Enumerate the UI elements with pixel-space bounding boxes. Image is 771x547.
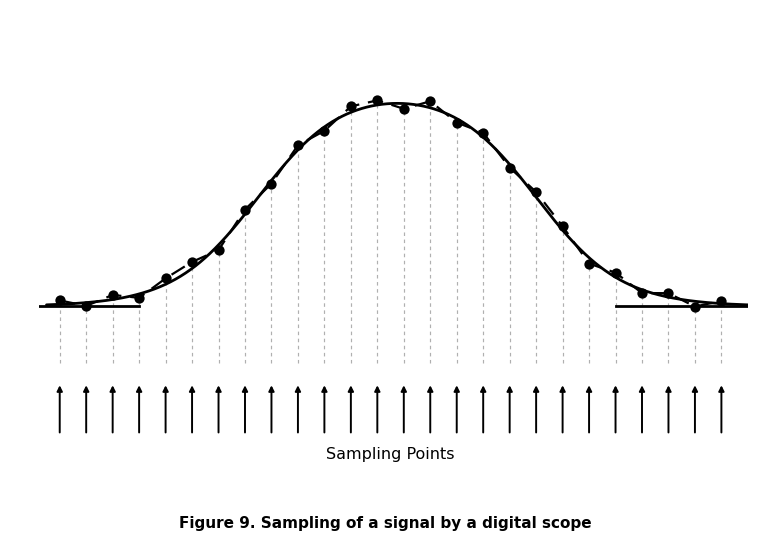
Point [503, 164, 516, 172]
Point [530, 188, 542, 196]
Text: Sampling Points: Sampling Points [326, 447, 455, 462]
Point [398, 104, 410, 113]
Point [53, 296, 66, 305]
Point [689, 302, 701, 311]
Point [557, 222, 569, 231]
Point [636, 289, 648, 298]
Point [715, 296, 728, 305]
Point [291, 141, 304, 150]
Point [345, 102, 357, 111]
Point [160, 274, 172, 283]
Point [371, 96, 383, 104]
Point [424, 97, 436, 106]
Point [450, 118, 463, 127]
Point [583, 259, 595, 268]
Point [609, 269, 621, 277]
Point [133, 294, 145, 302]
Point [662, 289, 675, 298]
Point [265, 179, 278, 188]
Point [106, 290, 119, 299]
Point [477, 129, 490, 137]
Point [239, 205, 251, 214]
Point [318, 126, 331, 135]
Point [212, 246, 224, 254]
Text: Figure 9. Sampling of a signal by a digital scope: Figure 9. Sampling of a signal by a digi… [179, 516, 592, 531]
Point [80, 301, 93, 310]
Point [186, 258, 198, 266]
